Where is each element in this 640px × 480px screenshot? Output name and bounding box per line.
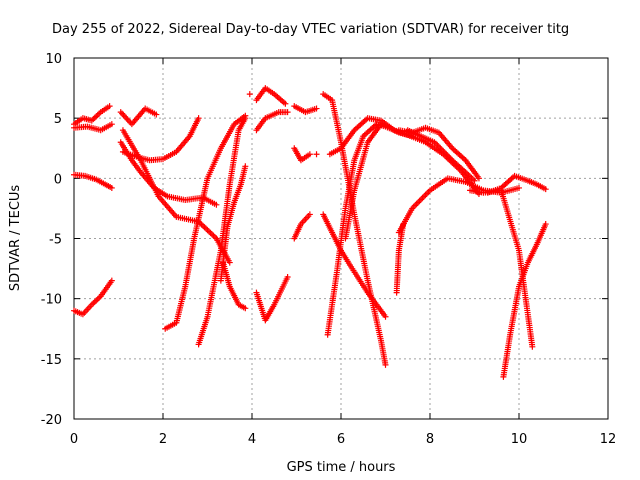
data-series-arc-18	[291, 145, 313, 164]
data-series-arc-13	[246, 91, 253, 98]
x-axis-label: GPS time / hours	[287, 460, 396, 475]
data-series-arc-04	[71, 277, 115, 318]
data-point	[91, 298, 98, 305]
data-series-arc-31	[500, 221, 549, 380]
data-point	[475, 175, 482, 182]
data-series-arc-08	[119, 127, 233, 266]
data-point	[200, 222, 207, 229]
data-point	[226, 259, 233, 266]
data-point	[108, 277, 115, 284]
data-point	[204, 227, 211, 234]
data-point	[203, 225, 210, 232]
data-point	[313, 105, 320, 112]
data-point	[208, 231, 215, 238]
data-series-arc-22	[324, 121, 416, 338]
data-point	[96, 294, 103, 301]
x-tick-label: 10	[511, 432, 528, 447]
data-point	[108, 184, 115, 191]
data-series-arc-24	[320, 211, 389, 320]
data-point	[284, 274, 291, 281]
x-tick-label: 4	[248, 432, 256, 447]
data-series-arc-01	[71, 171, 115, 191]
data-point	[306, 151, 313, 158]
data-point	[306, 211, 313, 218]
data-series-arc-25	[342, 121, 385, 242]
tick-marks	[73, 57, 609, 420]
data-point	[242, 115, 249, 122]
data-point	[94, 111, 101, 118]
y-tick-label: -5	[49, 233, 62, 248]
x-tick-label: 0	[70, 432, 78, 447]
data-point	[282, 100, 289, 107]
data-point	[313, 151, 320, 158]
data-series-arc-19	[291, 103, 320, 116]
data-series-arc-17	[291, 211, 313, 242]
x-tick-label: 6	[337, 432, 345, 447]
data-series-arc-11	[217, 163, 249, 284]
x-tick-labels: 0 2 4 6 8 10 12	[70, 432, 616, 447]
data-point	[210, 232, 217, 239]
data-series-arc-26	[393, 221, 407, 296]
data-point	[529, 343, 536, 350]
data-series-arc-10	[195, 115, 249, 348]
data-point	[468, 174, 475, 181]
data-point	[207, 229, 214, 236]
y-tick-label: -10	[41, 293, 62, 308]
chart-title: Day 255 of 2022, Sidereal Day-to-day VTE…	[52, 22, 569, 37]
data-point	[242, 305, 249, 312]
data-series-arc-27	[404, 127, 478, 184]
x-tick-label: 8	[426, 432, 434, 447]
data-point	[246, 91, 253, 98]
data-point	[195, 115, 202, 122]
y-tick-label: -15	[41, 353, 62, 368]
data-point	[378, 121, 385, 128]
data-series-arc-02	[71, 103, 113, 128]
data-point	[542, 186, 549, 193]
data-point	[382, 361, 389, 368]
data-point	[108, 121, 115, 128]
data-point	[542, 221, 549, 228]
data-series-arc-07	[119, 115, 202, 164]
data-point	[90, 300, 97, 307]
data-point	[153, 111, 160, 118]
data-point	[382, 313, 389, 320]
data-series-arc-12	[220, 259, 249, 312]
y-tick-label: -20	[41, 413, 62, 428]
data-series-arc-32	[484, 172, 549, 196]
y-tick-labels: 10 5 0 -5 -10 -15 -20	[41, 52, 62, 428]
data-point	[94, 296, 101, 303]
data-series-arc-03	[71, 121, 115, 134]
data-series-arc-20	[313, 151, 320, 158]
data-series-arc-16	[253, 85, 289, 107]
data-point	[213, 201, 220, 208]
data-point	[242, 163, 249, 170]
data-point	[516, 184, 522, 191]
x-tick-label: 2	[159, 432, 167, 447]
data-series-arc-05	[117, 105, 160, 128]
data-series-arc-29	[395, 124, 482, 182]
data-point	[90, 116, 97, 123]
data-series-arc-09	[162, 112, 249, 332]
y-tick-label: 5	[54, 112, 62, 127]
data-point	[201, 224, 208, 231]
y-tick-label: 10	[45, 52, 62, 67]
data-point	[106, 103, 113, 110]
data-point	[205, 228, 212, 235]
data-series-arc-15	[253, 109, 291, 134]
data-points	[71, 85, 549, 380]
data-point	[471, 177, 478, 184]
data-point	[284, 109, 291, 116]
x-tick-label: 12	[600, 432, 617, 447]
data-series-arc-14	[253, 274, 291, 324]
y-axis-label: SDTVAR / TECUs	[8, 185, 23, 292]
y-tick-label: 0	[54, 172, 62, 187]
